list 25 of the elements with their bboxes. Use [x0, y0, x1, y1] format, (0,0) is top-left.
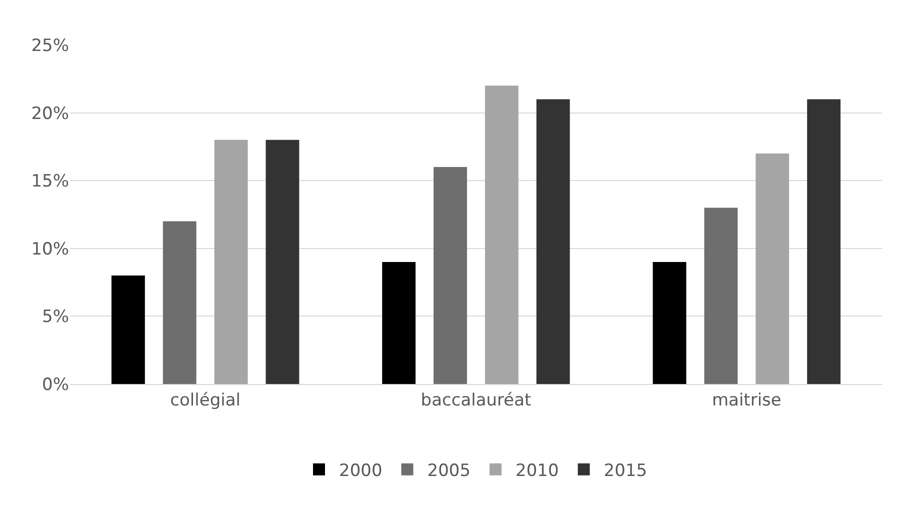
bar — [807, 99, 841, 384]
y-tick-label: 15% — [31, 172, 69, 192]
x-tick-label: maitrise — [712, 390, 782, 410]
bar — [756, 153, 790, 384]
bar — [382, 262, 416, 384]
x-tick-label: collégial — [170, 390, 240, 410]
legend-label: 2010 — [516, 460, 559, 481]
y-tick-label: 5% — [42, 307, 69, 328]
bar — [485, 86, 518, 384]
bar — [162, 221, 196, 384]
x-tick-label: baccalauréat — [420, 390, 532, 410]
bar — [266, 140, 300, 384]
legend-label: 2005 — [427, 460, 471, 481]
bar — [704, 208, 738, 384]
y-tick-label: 10% — [31, 239, 69, 260]
bar — [111, 276, 145, 384]
y-tick-label: 25% — [31, 36, 69, 56]
y-tick-label: 20% — [31, 104, 69, 124]
y-tick-label: 0% — [42, 374, 69, 395]
bar — [434, 167, 467, 384]
bar — [536, 99, 570, 384]
legend-label: 2000 — [339, 460, 382, 481]
bar — [214, 140, 248, 384]
legend-label: 2015 — [604, 460, 648, 481]
bar — [652, 262, 686, 384]
